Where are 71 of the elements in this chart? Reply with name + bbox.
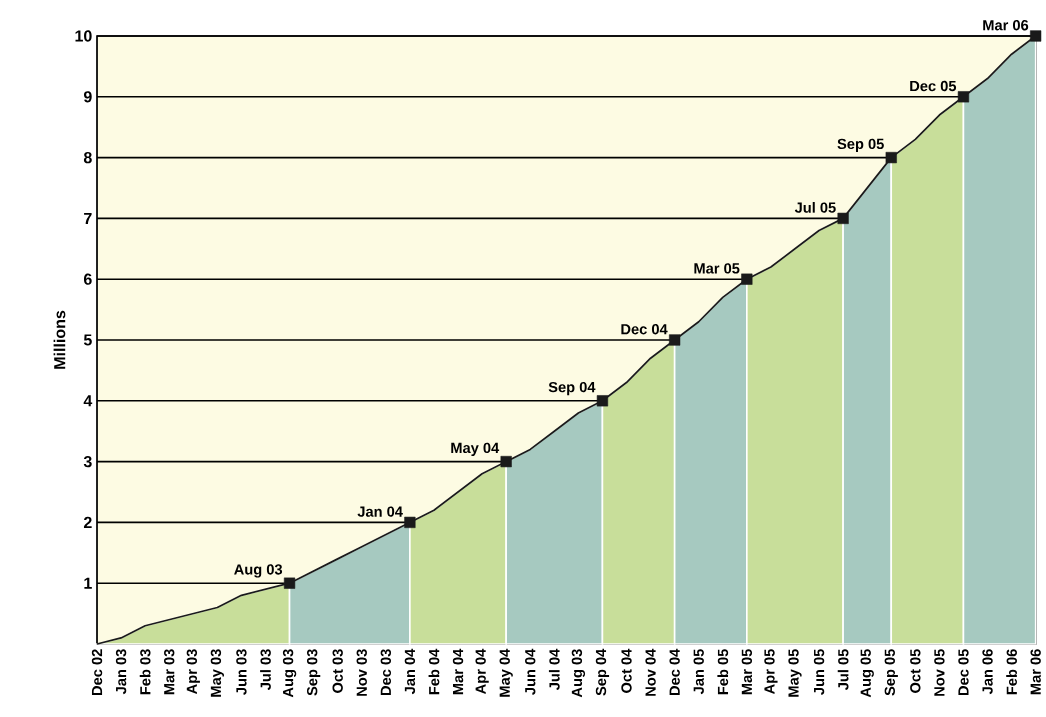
x-tick-label: Jul 03 xyxy=(260,649,271,691)
point xyxy=(957,91,970,103)
x-tick-label: Sep 05 xyxy=(884,649,898,696)
x-tick-label: Dec 02 xyxy=(91,649,103,696)
point xyxy=(885,151,897,164)
x-tick-label: Oct 05 xyxy=(910,649,921,693)
x-tick-label: Feb 04 xyxy=(428,648,440,695)
x-tick-label: Feb 03 xyxy=(139,649,151,695)
x-tick-label: Apr 03 xyxy=(186,649,200,694)
x-tick-label: Apr 04 xyxy=(475,648,489,694)
annotation: Sep 04 xyxy=(548,381,596,396)
point xyxy=(596,395,609,407)
annotation: Mar 05 xyxy=(694,263,740,274)
annotation: Mar 06 xyxy=(983,20,1029,31)
y-tick-label: 6 xyxy=(83,273,92,285)
x-tick-label: Jul 05 xyxy=(837,649,849,691)
x-tick-label: Jul 04 xyxy=(548,648,560,691)
x-tick-label: Sep 03 xyxy=(307,649,321,696)
y-tick-label: 1 xyxy=(84,577,92,589)
x-tick-label: Apr 05 xyxy=(764,649,778,694)
point xyxy=(1030,30,1042,42)
annotation: Dec 05 xyxy=(910,80,957,92)
y-tick-label: 2 xyxy=(83,516,92,528)
y-axis-title: Millions xyxy=(53,310,66,369)
x-tick-label: Feb 06 xyxy=(1006,649,1017,695)
annotation: May 04 xyxy=(451,442,500,456)
x-tick-label: Nov 03 xyxy=(356,649,367,696)
x-tick-label: Aug 03 xyxy=(282,649,297,698)
x-tick-label: Mar 04 xyxy=(452,648,464,695)
annotation: Sep 05 xyxy=(837,138,884,152)
y-tick-label: 3 xyxy=(83,455,92,468)
point xyxy=(837,212,849,224)
y-tick-label: 7 xyxy=(84,212,92,224)
annotation: Dec 04 xyxy=(621,324,668,335)
point xyxy=(404,516,416,528)
x-tick-label: May 05 xyxy=(788,649,802,697)
x-tick-label: Dec 04 xyxy=(669,648,680,696)
point xyxy=(669,334,681,346)
x-tick-label: Feb 05 xyxy=(717,649,729,695)
x-tick-label: May 04 xyxy=(499,648,513,697)
point xyxy=(283,577,296,589)
x-tick-label: Nov 04 xyxy=(645,648,656,696)
x-tick-label: Aug 05 xyxy=(860,649,874,698)
x-tick-label: Jan 05 xyxy=(693,649,704,695)
annotation: Aug 03 xyxy=(234,564,283,578)
x-tick-label: Mar 06 xyxy=(1030,649,1041,695)
point xyxy=(500,455,512,468)
x-tick-label: Mar 03 xyxy=(164,649,175,695)
annotation: Jul 05 xyxy=(794,202,836,213)
x-tick-label: Dec 03 xyxy=(380,649,392,696)
point xyxy=(741,273,753,285)
x-tick-label: Sep 04 xyxy=(595,648,610,696)
y-tick-label: 10 xyxy=(75,30,92,42)
x-tick-label: Oct 03 xyxy=(332,649,343,693)
x-tick-label: Jun 04 xyxy=(525,648,536,695)
x-tick-label: Jun 05 xyxy=(813,649,825,695)
x-tick-label: Dec 05 xyxy=(958,649,969,696)
x-tick-label: Jan 06 xyxy=(982,649,993,695)
x-tick-label: Mar 05 xyxy=(741,649,753,695)
x-tick-label: Jun 03 xyxy=(236,649,247,695)
y-tick-label: 4 xyxy=(83,395,93,407)
y-tick-label: 5 xyxy=(83,334,92,346)
x-tick-label: Aug 03 xyxy=(571,649,586,698)
x-tick-label: Oct 04 xyxy=(621,648,632,693)
y-tick-label: 9 xyxy=(83,91,92,103)
x-tick-label: Nov 05 xyxy=(934,649,945,696)
y-tick-label: 8 xyxy=(83,151,92,164)
x-tick-label: May 03 xyxy=(210,649,224,697)
x-tick-label: Jan 03 xyxy=(115,649,127,695)
annotation: Jan 04 xyxy=(357,506,403,517)
x-tick-label: Jan 04 xyxy=(404,648,416,695)
